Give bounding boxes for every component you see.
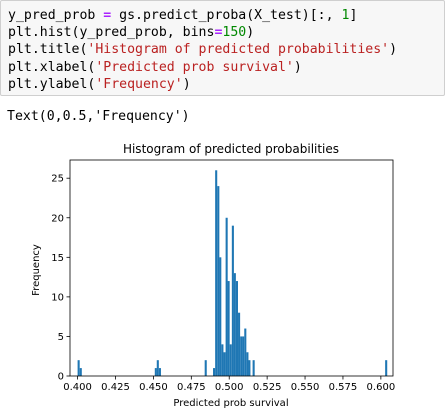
histogram-bar [158, 368, 161, 376]
y-tick-label: 10 [51, 292, 64, 303]
x-tick-label: 0.425 [101, 382, 130, 393]
histogram-figure: Histogram of predicted probabilities 0.4… [31, 142, 396, 409]
histogram-bar [238, 312, 241, 376]
x-tick-label: 0.400 [63, 382, 92, 393]
histogram-bars [77, 170, 388, 376]
x-tick-label: 0.600 [367, 382, 396, 393]
code-token: 'Predicted prob survival' [95, 59, 294, 75]
y-tick-label: 25 [51, 174, 64, 185]
histogram-bar [248, 360, 251, 376]
histogram-bar [235, 281, 238, 376]
code-token: plt.hist(y_pred_prob, bins [8, 25, 215, 41]
x-tick-label: 0.500 [215, 382, 244, 393]
code-token: plt.ylabel( [8, 76, 96, 92]
histogram-bar [244, 328, 247, 376]
histogram-bar [156, 360, 159, 376]
code-line: plt.xlabel('Predicted prob survival') [8, 60, 302, 75]
code-line: plt.ylabel('Frequency') [8, 77, 191, 92]
cell-output-text: Text(0,0.5,'Frequency') [7, 109, 190, 124]
y-tick-label: 20 [51, 213, 64, 224]
code-token: 'Frequency' [95, 76, 183, 92]
histogram-bar [252, 360, 255, 376]
y-tick-label: 5 [58, 332, 64, 343]
chart-axes: 0.400 0.425 0.450 0.475 0.500 0.525 0.550 0.575… [51, 159, 396, 393]
code-token: 150 [222, 25, 247, 41]
histogram-bar [231, 225, 234, 376]
code-token: = [103, 8, 112, 23]
y-tick-label: 0 [58, 372, 64, 383]
code-token: gs.predict_proba(X_test)[:, [111, 8, 342, 23]
x-tick-label: 0.550 [291, 382, 320, 393]
code-token: ) [293, 59, 302, 75]
histogram-bar [242, 336, 245, 376]
histogram-bar [229, 344, 232, 376]
x-tick-label: 0.575 [329, 382, 358, 393]
histogram-bar [240, 336, 243, 376]
histogram-bar [79, 368, 82, 376]
y-tick-label: 15 [51, 253, 64, 264]
code-line: plt.title('Histogram of predicted probab… [8, 42, 397, 57]
histogram-bar [225, 217, 228, 376]
code-cell-input[interactable]: y_pred_prob = gs.predict_proba(X_test)[:… [0, 0, 445, 96]
histogram-bar [154, 368, 157, 376]
code-line: y_pred_prob = gs.predict_proba(X_test)[:… [8, 8, 357, 23]
code-token: = [214, 25, 223, 41]
histogram-bar [227, 281, 230, 376]
histogram-bar [77, 360, 80, 376]
histogram-bar [219, 257, 222, 376]
x-tick-label: 0.450 [139, 382, 168, 393]
histogram-bar [223, 352, 226, 376]
x-tick-label: 0.475 [177, 382, 206, 393]
histogram-bar [385, 360, 388, 376]
code-line: plt.hist(y_pred_prob, bins=150) [8, 25, 254, 40]
histogram-bar [217, 186, 220, 376]
histogram-bar [213, 368, 216, 376]
code-token: ) [389, 42, 398, 58]
code-token: y_pred_prob [8, 8, 104, 23]
histogram-bar [204, 360, 207, 376]
code-token: plt.title( [8, 42, 88, 58]
histogram-bar [221, 344, 224, 376]
plot-frame [69, 159, 394, 377]
histogram-bar [215, 170, 218, 376]
code-token: ) [246, 25, 255, 41]
x-axis-label: Predicted prob survival [173, 398, 288, 409]
y-axis-label: Frequency [31, 244, 42, 296]
code-token: 'Histogram of predicted probabilities' [87, 42, 390, 58]
x-tick-label: 0.525 [253, 382, 282, 393]
code-editor[interactable]: y_pred_prob = gs.predict_proba(X_test)[:… [8, 7, 397, 93]
code-token: plt.xlabel( [8, 59, 96, 75]
code-token: 1 [341, 8, 350, 23]
histogram-bar [246, 352, 249, 376]
chart-title: Histogram of predicted probabilities [123, 142, 339, 156]
code-token: ) [182, 76, 191, 92]
histogram-bar [233, 273, 236, 376]
code-token: ] [349, 8, 358, 23]
